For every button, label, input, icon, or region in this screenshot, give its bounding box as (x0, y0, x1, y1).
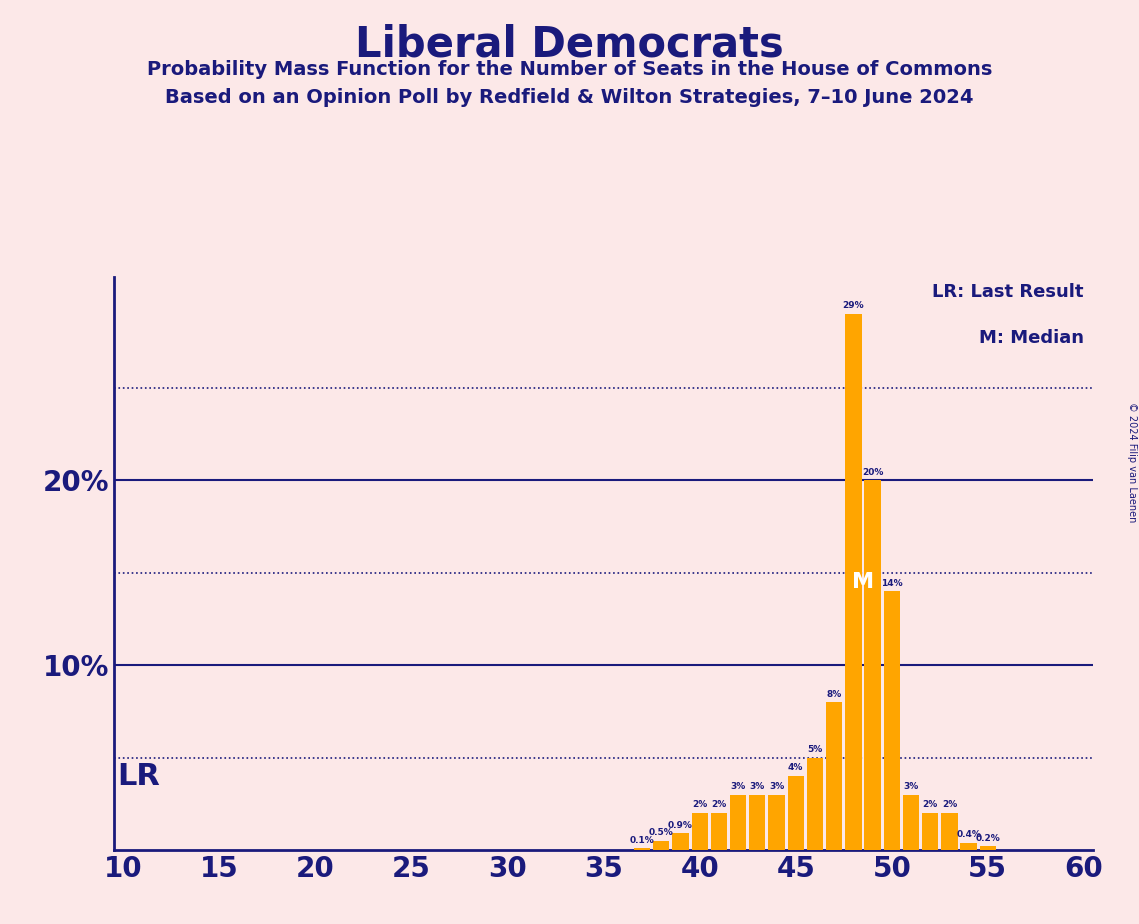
Text: 0.5%: 0.5% (649, 828, 673, 837)
Bar (884, 591, 900, 850)
Text: 14%: 14% (880, 578, 902, 588)
Text: 8%: 8% (827, 689, 842, 699)
Text: Probability Mass Function for the Number of Seats in the House of Commons: Probability Mass Function for the Number… (147, 60, 992, 79)
Text: 5%: 5% (808, 745, 822, 754)
Text: 3%: 3% (730, 782, 746, 791)
Text: 4%: 4% (788, 763, 803, 772)
Bar (960, 843, 977, 850)
Bar (691, 813, 707, 850)
Bar (826, 702, 843, 850)
Text: 20%: 20% (862, 468, 883, 477)
Text: 3%: 3% (903, 782, 918, 791)
Text: 2%: 2% (923, 800, 937, 809)
Bar (980, 846, 995, 850)
Text: 0.9%: 0.9% (669, 821, 693, 830)
Text: 3%: 3% (769, 782, 784, 791)
Text: 2%: 2% (693, 800, 707, 809)
Text: © 2024 Filip van Laenen: © 2024 Filip van Laenen (1126, 402, 1137, 522)
Bar (769, 795, 785, 850)
Text: 3%: 3% (749, 782, 765, 791)
Bar (653, 841, 670, 850)
Bar (672, 833, 689, 850)
Text: M: Median: M: Median (978, 329, 1083, 346)
Text: LR: Last Result: LR: Last Result (932, 283, 1083, 301)
Bar (634, 848, 650, 850)
Text: 2%: 2% (711, 800, 727, 809)
Text: Liberal Democrats: Liberal Democrats (355, 23, 784, 65)
Text: 2%: 2% (942, 800, 957, 809)
Text: 0.4%: 0.4% (956, 830, 981, 839)
Bar (787, 776, 804, 850)
Text: M: M (852, 572, 874, 592)
Text: 29%: 29% (843, 301, 865, 310)
Bar (845, 314, 861, 850)
Bar (749, 795, 765, 850)
Bar (903, 795, 919, 850)
Text: LR: LR (117, 761, 161, 791)
Bar (923, 813, 939, 850)
Bar (941, 813, 958, 850)
Bar (865, 480, 880, 850)
Text: 0.1%: 0.1% (630, 835, 655, 845)
Text: 0.2%: 0.2% (975, 833, 1000, 843)
Bar (711, 813, 727, 850)
Text: Based on an Opinion Poll by Redfield & Wilton Strategies, 7–10 June 2024: Based on an Opinion Poll by Redfield & W… (165, 88, 974, 107)
Bar (730, 795, 746, 850)
Bar (806, 758, 823, 850)
